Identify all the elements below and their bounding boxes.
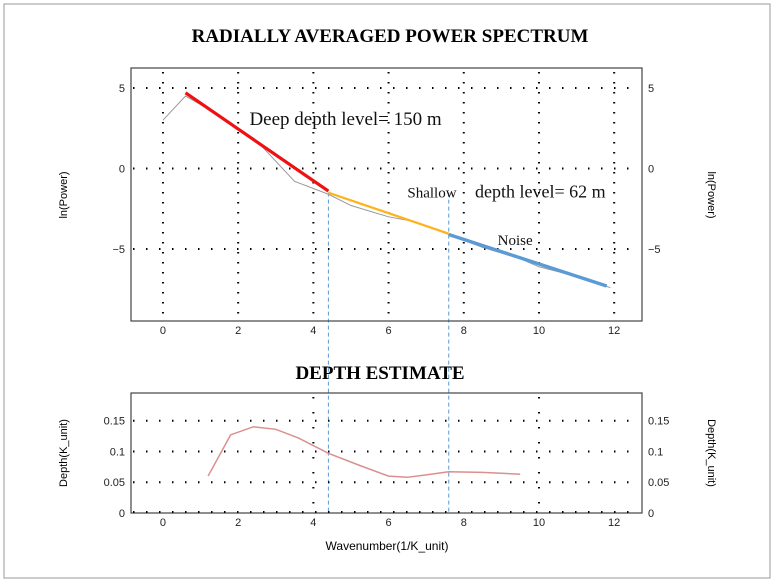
y-tick-label-left: 0.15	[104, 416, 125, 428]
series-depth	[207, 426, 521, 479]
x-tick-label: 10	[533, 517, 545, 529]
x-tick-label: 4	[310, 325, 316, 337]
y-tick-label-left: 5	[119, 83, 125, 95]
y-tick-label-left: 0.05	[104, 477, 125, 489]
series-shallow-fit	[328, 191, 450, 235]
y-tick-label-right: 5	[648, 83, 654, 95]
bottom-ylabel-right: Depth(K_unit)	[705, 419, 717, 487]
y-tick-label-right: 0.15	[648, 416, 669, 428]
plot-frame	[130, 392, 643, 514]
series-deep-fit	[184, 91, 330, 193]
y-tick-label-right: −5	[648, 244, 661, 256]
y-tick-label-right: 0.05	[648, 477, 669, 489]
x-tick-label: 2	[235, 517, 241, 529]
top-chart-title: RADIALLY AVERAGED POWER SPECTRUM	[192, 26, 589, 47]
y-tick-label-right: 0	[648, 508, 654, 520]
y-tick-label-right: 0	[648, 163, 654, 175]
series-noise-fit	[448, 232, 608, 288]
y-tick-label-right: 0.1	[648, 446, 663, 458]
bottom-ylabel-left: Depth(K_unit)	[58, 419, 70, 487]
y-tick-label-left: −5	[112, 244, 125, 256]
x-tick-label: 10	[533, 325, 545, 337]
x-tick-label: 6	[386, 517, 392, 529]
top-ylabel-left: ln(Power)	[58, 171, 70, 218]
x-tick-label: 12	[608, 325, 620, 337]
annotation: Shallow	[407, 185, 456, 201]
bottom-chart-title: DEPTH ESTIMATE	[295, 363, 464, 384]
annotation: depth level= 62 m	[475, 181, 606, 201]
y-tick-label-left: 0.1	[110, 446, 125, 458]
x-tick-label: 4	[310, 517, 316, 529]
x-tick-label: 2	[235, 325, 241, 337]
plot-frame	[130, 67, 643, 322]
x-tick-label: 0	[160, 325, 166, 337]
top-ylabel-right: ln(Power)	[705, 171, 717, 218]
x-tick-label: 0	[160, 517, 166, 529]
x-tick-label: 8	[461, 325, 467, 337]
x-tick-label: 6	[386, 325, 392, 337]
x-tick-label: 8	[461, 517, 467, 529]
y-tick-label-left: 0	[119, 163, 125, 175]
x-tick-label: 12	[608, 517, 620, 529]
bottom-xlabel: Wavenumber(1/K_unit)	[326, 539, 449, 553]
annotation: Noise	[498, 233, 533, 249]
y-tick-label-left: 0	[119, 508, 125, 520]
annotation: Deep depth level= 150 m	[249, 109, 441, 130]
